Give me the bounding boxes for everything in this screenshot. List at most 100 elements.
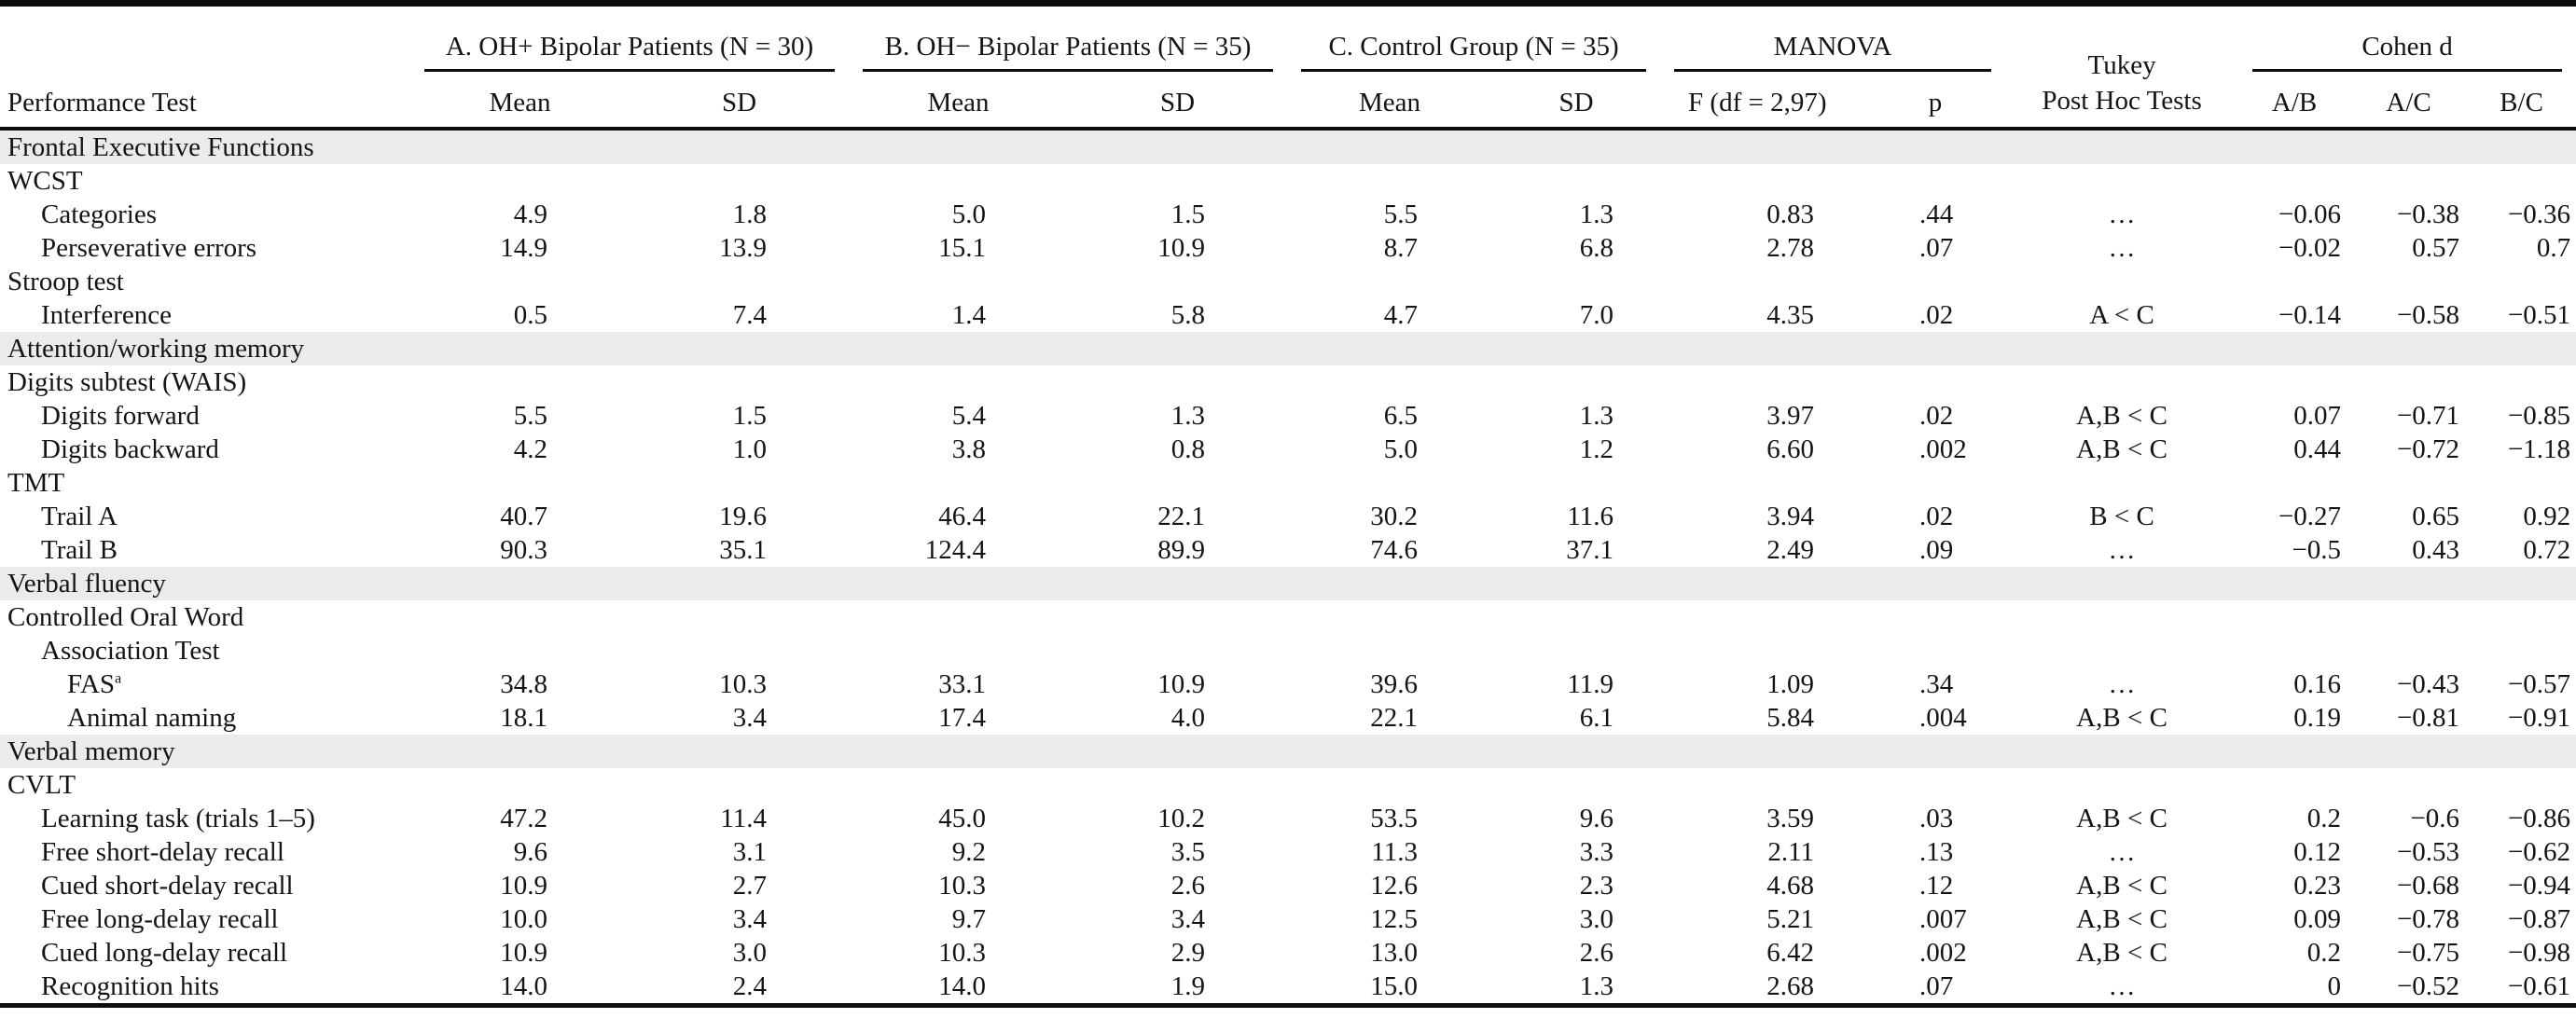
cell-ac: −0.52: [2396, 971, 2460, 1001]
row-label: Learning task (trials 1–5): [41, 804, 315, 833]
cell-p: .002: [1919, 434, 1967, 464]
group-label-row: Controlled Oral Word: [0, 600, 2576, 634]
cell-ab: 0.44: [2293, 434, 2342, 464]
row-label: TMT: [7, 468, 65, 498]
column-header-ac: A/C: [2386, 88, 2431, 117]
cell-ma: 5.5: [513, 401, 547, 431]
cell-ma: 4.2: [513, 434, 547, 464]
group-label-row: Association Test: [0, 634, 2576, 667]
cell-sa: 10.3: [719, 669, 767, 699]
cell-ac: −0.38: [2396, 200, 2460, 229]
row-label: Cued short-delay recall: [41, 871, 294, 901]
row-label: Free long-delay recall: [41, 904, 279, 934]
cell-ma: 14.9: [500, 233, 547, 263]
column-header-mean-b: Mean: [927, 88, 990, 117]
cell-sa: 3.0: [732, 938, 767, 968]
column-header-p: p: [1928, 88, 1943, 117]
cell-ab: 0.2: [2306, 938, 2342, 968]
row-label: CVLT: [7, 770, 76, 800]
data-row: Categories 4.9 1.8 5.0 1.5 5.5 1.3 0.83 .44 … −0.0…: [0, 198, 2576, 231]
cell-mc: 5.0: [1383, 434, 1419, 464]
cell-p: .34: [1919, 669, 1954, 699]
cell-f: 2.78: [1766, 233, 1815, 263]
cell-ab: −0.27: [2278, 502, 2342, 531]
cell-ma: 14.0: [500, 971, 547, 1001]
cell-sc: 2.3: [1579, 871, 1614, 901]
cell-f: 3.59: [1766, 804, 1815, 833]
row-label: Digits subtest (WAIS): [7, 367, 247, 397]
cell-sc: 3.3: [1579, 837, 1614, 867]
cell-ab: −0.14: [2278, 300, 2342, 330]
cell-mb: 46.4: [938, 502, 986, 531]
data-row: Digits forward 5.5 1.5 5.4 1.3 6.5 1.3 3.97 .02 A…: [0, 399, 2576, 433]
tukey-label-line1: Tukey: [2087, 50, 2156, 80]
cell-sb: 0.8: [1170, 434, 1206, 464]
cell-sb: 10.9: [1157, 669, 1206, 699]
cell-sb: 3.4: [1170, 904, 1206, 934]
cell-mc: 74.6: [1370, 535, 1419, 565]
cell-ph: A,B < C: [2076, 703, 2167, 733]
cell-mc: 39.6: [1370, 669, 1419, 699]
cell-ac: −0.68: [2396, 871, 2460, 901]
cell-ac: 0.57: [2412, 233, 2460, 263]
data-row: FASa 34.8 10.3 33.1 10.9 39.6 11.9 1.09 .34 … 0.16…: [0, 667, 2576, 701]
cell-mc: 5.5: [1383, 200, 1419, 229]
cell-bc: −0.91: [2507, 703, 2571, 733]
row-label: Cued long-delay recall: [41, 938, 288, 968]
cell-ac: −0.78: [2396, 904, 2460, 934]
section-header-row: Verbal fluency: [0, 567, 2576, 600]
cell-bc: 0.92: [2523, 502, 2571, 531]
cell-sc: 1.3: [1579, 200, 1614, 229]
cell-sa: 7.4: [732, 300, 767, 330]
row-label: Interference: [41, 300, 173, 330]
cell-sc: 11.9: [1567, 669, 1614, 699]
cell-mc: 4.7: [1383, 300, 1419, 330]
cell-ab: 0.12: [2293, 837, 2342, 867]
cell-p: .02: [1919, 300, 1954, 330]
performance-test-table: Performance Test A. OH+ Bipolar Patients…: [0, 0, 2576, 1008]
cell-p: .44: [1919, 200, 1954, 229]
cell-ma: 10.0: [500, 904, 547, 934]
footnote-marker: a: [115, 670, 122, 687]
group-header-a: A. OH+ Bipolar Patients (N = 30): [410, 4, 849, 72]
cell-ph: …: [2108, 535, 2136, 565]
cell-sb: 89.9: [1157, 535, 1206, 565]
cell-sa: 3.1: [732, 837, 767, 867]
cell-p: .004: [1919, 703, 1967, 733]
column-header-sd-a: SD: [721, 88, 757, 117]
row-label: Trail A: [41, 502, 118, 531]
cell-ma: 0.5: [513, 300, 547, 330]
cell-sc: 2.6: [1579, 938, 1614, 968]
group-label-row: CVLT: [0, 768, 2576, 802]
cell-ab: 0.16: [2293, 669, 2342, 699]
cell-mb: 10.3: [938, 871, 986, 901]
data-row: Free long-delay recall 10.0 3.4 9.7 3.4 12.5 3…: [0, 902, 2576, 936]
cell-sa: 35.1: [719, 535, 767, 565]
cell-sb: 2.9: [1170, 938, 1206, 968]
cell-f: 2.11: [1767, 837, 1815, 867]
cell-sc: 1.3: [1579, 971, 1614, 1001]
cell-ac: 0.65: [2412, 502, 2460, 531]
cohen-d-label: Cohen d: [2252, 32, 2563, 72]
cell-mb: 9.7: [951, 904, 986, 934]
cell-ac: −0.6: [2410, 804, 2460, 833]
cell-ph: A,B < C: [2076, 871, 2167, 901]
cell-sa: 1.0: [732, 434, 767, 464]
row-label: Verbal fluency: [0, 567, 2576, 600]
cell-p: .03: [1919, 804, 1954, 833]
row-label: Association Test: [41, 636, 220, 666]
cell-mc: 12.6: [1370, 871, 1419, 901]
group-header-b: B. OH− Bipolar Patients (N = 35): [849, 4, 1287, 72]
cell-p: .09: [1919, 535, 1954, 565]
cell-sa: 3.4: [732, 703, 767, 733]
cell-ph: A,B < C: [2076, 401, 2167, 431]
cell-sb: 1.9: [1170, 971, 1206, 1001]
group-c-label: C. Control Group (N = 35): [1301, 32, 1647, 72]
row-label: Verbal memory: [0, 735, 2576, 768]
cell-bc: −0.85: [2507, 401, 2571, 431]
cell-ab: −0.06: [2278, 200, 2342, 229]
column-header-sd-c: SD: [1558, 88, 1594, 117]
cell-sc: 6.8: [1579, 233, 1614, 263]
cell-bc: −0.86: [2507, 804, 2571, 833]
cell-p: .07: [1919, 971, 1954, 1001]
